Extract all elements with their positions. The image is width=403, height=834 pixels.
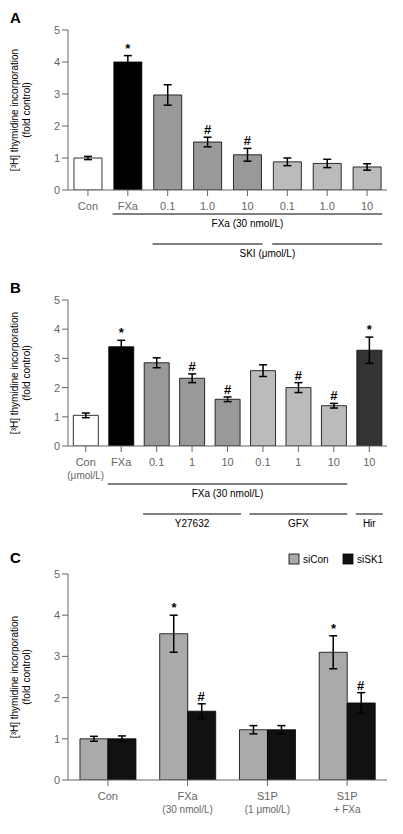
svg-text:Y27632: Y27632 — [175, 518, 210, 529]
svg-text:siCon: siCon — [303, 554, 329, 565]
svg-text:siSK1: siSK1 — [357, 554, 384, 565]
svg-text:1: 1 — [189, 456, 195, 468]
svg-text:#: # — [295, 368, 303, 383]
svg-text:#: # — [357, 678, 365, 693]
svg-text:0: 0 — [54, 184, 60, 196]
svg-text:#: # — [188, 359, 196, 374]
svg-text:1: 1 — [295, 456, 301, 468]
svg-text:FXa: FXa — [178, 790, 199, 802]
svg-text:1.0: 1.0 — [320, 200, 335, 212]
svg-text:#: # — [204, 122, 212, 137]
svg-text:2: 2 — [54, 382, 60, 394]
svg-text:#: # — [330, 388, 338, 403]
svg-text:0.1: 0.1 — [149, 456, 164, 468]
svg-text:*: * — [172, 600, 178, 615]
svg-text:4: 4 — [54, 323, 60, 335]
svg-text:C: C — [10, 549, 21, 566]
svg-text:(fold control): (fold control) — [21, 345, 32, 401]
svg-text:4: 4 — [54, 609, 60, 621]
svg-text:5: 5 — [54, 568, 60, 580]
svg-text:(fold control): (fold control) — [21, 82, 32, 138]
svg-text:4: 4 — [54, 56, 60, 68]
svg-text:10: 10 — [361, 200, 373, 212]
svg-text:A: A — [10, 9, 21, 26]
svg-text:SKI (μmol/L): SKI (μmol/L) — [239, 248, 295, 259]
svg-text:Con: Con — [76, 456, 96, 468]
svg-text:Con: Con — [98, 790, 118, 802]
svg-text:5: 5 — [54, 294, 60, 306]
svg-text:3: 3 — [54, 352, 60, 364]
svg-text:0.1: 0.1 — [160, 200, 175, 212]
svg-text:1: 1 — [54, 733, 60, 745]
svg-text:FXa: FXa — [118, 200, 139, 212]
svg-text:#: # — [198, 689, 206, 704]
svg-text:S1P: S1P — [337, 790, 358, 802]
svg-text:S1P: S1P — [257, 790, 278, 802]
svg-text:Con: Con — [78, 200, 98, 212]
svg-text:0.1: 0.1 — [280, 200, 295, 212]
svg-text:2: 2 — [54, 120, 60, 132]
svg-text:10: 10 — [363, 456, 375, 468]
svg-text:0.1: 0.1 — [255, 456, 270, 468]
svg-text:1: 1 — [54, 152, 60, 164]
svg-text:+ FXa: + FXa — [334, 804, 361, 815]
svg-text:FXa: FXa — [111, 456, 132, 468]
svg-text:B: B — [10, 279, 21, 296]
svg-text:[³H] thymidine incorporation: [³H] thymidine incorporation — [9, 616, 20, 738]
svg-text:[³H] thymidine incorporation: [³H] thymidine incorporation — [9, 312, 20, 434]
svg-text:0: 0 — [54, 440, 60, 452]
svg-text:*: * — [331, 621, 337, 636]
svg-text:*: * — [119, 325, 125, 340]
svg-text:(30 nmol/L): (30 nmol/L) — [162, 804, 213, 815]
svg-text:*: * — [125, 41, 131, 56]
svg-text:0: 0 — [54, 774, 60, 786]
svg-text:(1 μmol/L): (1 μmol/L) — [245, 804, 290, 815]
svg-text:#: # — [244, 133, 252, 148]
svg-text:1.0: 1.0 — [200, 200, 215, 212]
svg-text:Hir: Hir — [363, 518, 376, 529]
svg-text:*: * — [367, 322, 373, 337]
svg-text:3: 3 — [54, 88, 60, 100]
svg-text:#: # — [224, 382, 232, 397]
svg-text:(fold control): (fold control) — [21, 649, 32, 705]
svg-text:10: 10 — [328, 456, 340, 468]
svg-text:FXa (30 nmol/L): FXa (30 nmol/L) — [212, 218, 284, 229]
svg-text:5: 5 — [54, 24, 60, 36]
svg-text:3: 3 — [54, 650, 60, 662]
svg-text:1: 1 — [54, 411, 60, 423]
svg-text:10: 10 — [241, 200, 253, 212]
svg-text:10: 10 — [221, 456, 233, 468]
svg-text:2: 2 — [54, 692, 60, 704]
svg-text:[³H] thymidine incorporation: [³H] thymidine incorporation — [9, 49, 20, 171]
svg-text:(μmol/L): (μmol/L) — [67, 470, 104, 481]
svg-text:GFX: GFX — [288, 518, 309, 529]
svg-text:FXa (30 nmol/L): FXa (30 nmol/L) — [192, 488, 264, 499]
